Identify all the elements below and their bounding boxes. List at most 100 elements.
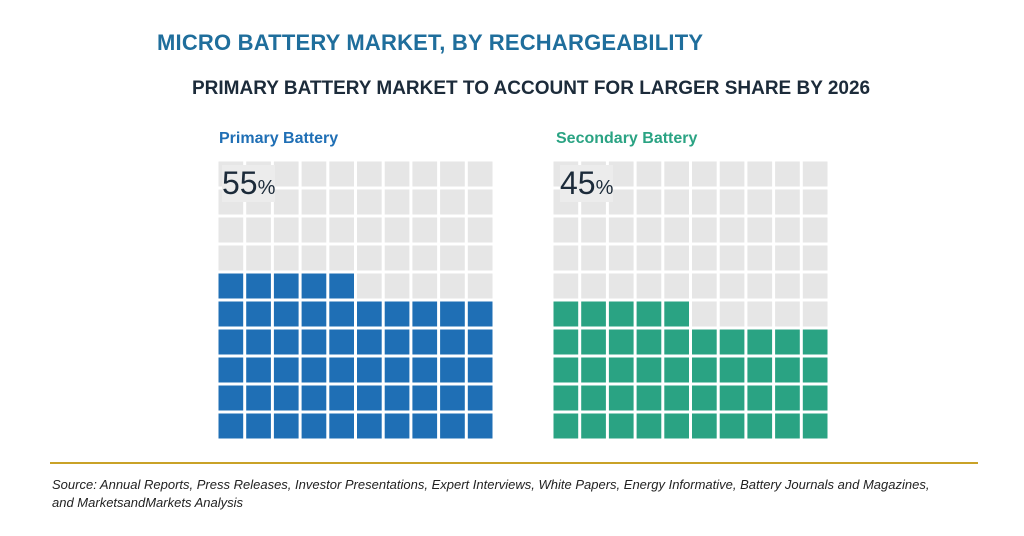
primary-battery-empty-cell	[301, 245, 327, 271]
primary-battery-filled-cell	[246, 329, 271, 355]
secondary-battery-empty-cell	[581, 217, 606, 243]
secondary-battery-empty-cell	[747, 301, 773, 327]
secondary-battery-empty-cell	[747, 161, 773, 187]
source-divider	[50, 462, 978, 464]
secondary-battery-filled-cell	[664, 385, 689, 411]
secondary-battery-filled-cell	[581, 329, 606, 355]
secondary-battery-label: Secondary Battery	[556, 130, 698, 147]
primary-battery-filled-cell	[218, 301, 244, 327]
primary-battery-empty-cell	[273, 189, 299, 215]
secondary-battery-filled-cell	[581, 385, 606, 411]
primary-battery-empty-cell	[467, 245, 493, 271]
primary-battery-filled-cell	[440, 329, 465, 355]
primary-battery-filled-cell	[301, 357, 327, 383]
primary-battery-filled-cell	[440, 357, 465, 383]
primary-battery-filled-cell	[218, 329, 244, 355]
primary-battery-filled-cell	[218, 385, 244, 411]
primary-battery-value: 55	[222, 165, 258, 201]
primary-battery-filled-cell	[467, 357, 493, 383]
secondary-battery-filled-cell	[802, 357, 828, 383]
secondary-battery-empty-cell	[692, 301, 717, 327]
primary-battery-filled-cell	[218, 273, 244, 299]
secondary-battery-empty-cell	[664, 273, 689, 299]
secondary-battery-empty-cell	[636, 189, 662, 215]
primary-battery-empty-cell	[440, 245, 465, 271]
chart-title: MICRO BATTERY MARKET, BY RECHARGEABILITY	[157, 30, 704, 55]
secondary-battery-filled-cell	[664, 329, 689, 355]
source-note: Source: Annual Reports, Press Releases, …	[52, 477, 930, 510]
secondary-battery-filled-cell	[747, 329, 773, 355]
secondary-battery-filled-cell	[692, 385, 717, 411]
secondary-battery-empty-cell	[692, 217, 717, 243]
secondary-battery-empty-cell	[802, 189, 828, 215]
primary-battery-empty-cell	[412, 189, 438, 215]
primary-battery-empty-cell	[273, 161, 299, 187]
secondary-battery-empty-cell	[664, 245, 689, 271]
secondary-battery-filled-cell	[636, 301, 662, 327]
primary-battery-filled-cell	[246, 273, 271, 299]
secondary-battery-empty-cell	[719, 189, 745, 215]
primary-battery-filled-cell	[357, 301, 382, 327]
primary-battery-empty-cell	[329, 161, 354, 187]
primary-battery-empty-cell	[301, 189, 327, 215]
secondary-battery-filled-cell	[608, 413, 634, 439]
primary-battery-empty-cell	[440, 161, 465, 187]
primary-battery-filled-cell	[329, 357, 354, 383]
secondary-battery-empty-cell	[802, 301, 828, 327]
primary-battery-empty-cell	[357, 189, 382, 215]
primary-battery-filled-cell	[273, 301, 299, 327]
primary-battery-empty-cell	[384, 217, 410, 243]
primary-battery-empty-cell	[384, 161, 410, 187]
secondary-battery-filled-cell	[636, 329, 662, 355]
secondary-battery-filled-cell	[636, 413, 662, 439]
secondary-battery-empty-cell	[719, 273, 745, 299]
primary-battery-filled-cell	[384, 385, 410, 411]
primary-battery-filled-cell	[273, 413, 299, 439]
secondary-battery-filled-cell	[581, 357, 606, 383]
primary-battery-filled-cell	[329, 413, 354, 439]
secondary-battery-filled-cell	[553, 301, 579, 327]
primary-battery-filled-cell	[301, 329, 327, 355]
primary-battery-filled-cell	[301, 301, 327, 327]
secondary-battery-filled-cell	[608, 329, 634, 355]
secondary-battery-empty-cell	[553, 245, 579, 271]
primary-battery-empty-cell	[467, 217, 493, 243]
secondary-battery-waffle	[553, 161, 828, 439]
primary-battery-filled-cell	[467, 413, 493, 439]
secondary-battery-empty-cell	[608, 245, 634, 271]
primary-battery-empty-cell	[273, 245, 299, 271]
primary-battery-waffle	[218, 161, 493, 439]
secondary-battery-unit: %	[595, 177, 614, 199]
secondary-battery-filled-cell	[802, 413, 828, 439]
secondary-battery-empty-cell	[553, 217, 579, 243]
secondary-battery-filled-cell	[664, 413, 689, 439]
primary-battery-filled-cell	[273, 357, 299, 383]
secondary-battery-value: 45	[560, 165, 596, 201]
primary-battery-filled-cell	[246, 413, 271, 439]
secondary-battery-filled-cell	[553, 413, 579, 439]
secondary-battery-filled-cell	[608, 357, 634, 383]
primary-battery-filled-cell	[384, 413, 410, 439]
secondary-battery-empty-cell	[636, 217, 662, 243]
primary-battery-empty-cell	[218, 245, 244, 271]
primary-battery-filled-cell	[412, 385, 438, 411]
primary-battery-percent: 55%	[222, 165, 276, 202]
primary-battery-empty-cell	[467, 273, 493, 299]
secondary-battery-empty-cell	[664, 189, 689, 215]
secondary-battery-filled-cell	[636, 385, 662, 411]
primary-battery-empty-cell	[467, 189, 493, 215]
primary-battery-empty-cell	[412, 161, 438, 187]
primary-battery-filled-cell	[301, 413, 327, 439]
primary-battery-filled-cell	[467, 385, 493, 411]
primary-battery-filled-cell	[384, 357, 410, 383]
primary-battery-empty-cell	[412, 273, 438, 299]
secondary-battery-filled-cell	[802, 329, 828, 355]
primary-battery-filled-cell	[301, 385, 327, 411]
secondary-battery-filled-cell	[719, 329, 745, 355]
primary-battery-filled-cell	[412, 301, 438, 327]
secondary-battery-empty-cell	[719, 301, 745, 327]
primary-battery-filled-cell	[357, 329, 382, 355]
secondary-battery-filled-cell	[775, 357, 800, 383]
secondary-battery-filled-cell	[719, 357, 745, 383]
secondary-battery-empty-cell	[719, 217, 745, 243]
